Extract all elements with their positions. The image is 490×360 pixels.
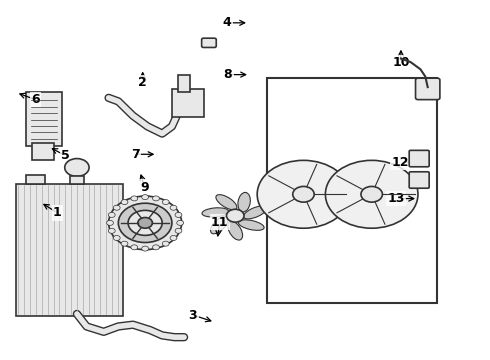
Circle shape — [152, 245, 159, 250]
FancyBboxPatch shape — [202, 38, 216, 48]
Circle shape — [107, 220, 114, 225]
FancyBboxPatch shape — [26, 93, 62, 146]
Ellipse shape — [216, 195, 237, 210]
Circle shape — [325, 160, 418, 228]
Circle shape — [128, 210, 162, 235]
Text: 2: 2 — [138, 76, 147, 89]
Circle shape — [142, 246, 148, 251]
Circle shape — [142, 195, 148, 200]
Ellipse shape — [244, 206, 267, 219]
Text: 3: 3 — [189, 309, 197, 321]
Circle shape — [257, 160, 350, 228]
Circle shape — [175, 228, 182, 233]
Circle shape — [65, 158, 89, 176]
Text: 6: 6 — [31, 93, 40, 106]
Ellipse shape — [228, 221, 243, 240]
Ellipse shape — [239, 220, 264, 230]
Circle shape — [108, 228, 115, 233]
Text: 8: 8 — [223, 68, 232, 81]
FancyBboxPatch shape — [178, 75, 191, 92]
Circle shape — [131, 196, 138, 201]
Text: 7: 7 — [131, 148, 140, 161]
Text: 12: 12 — [391, 156, 409, 168]
Circle shape — [177, 220, 184, 225]
Circle shape — [162, 199, 169, 204]
Circle shape — [118, 203, 172, 243]
Circle shape — [175, 212, 182, 217]
Circle shape — [108, 212, 115, 217]
Circle shape — [152, 196, 159, 201]
FancyBboxPatch shape — [416, 78, 440, 100]
Circle shape — [293, 186, 314, 202]
Circle shape — [138, 217, 152, 228]
Circle shape — [121, 199, 128, 204]
FancyBboxPatch shape — [172, 89, 203, 117]
Circle shape — [162, 241, 169, 246]
Text: 5: 5 — [61, 149, 70, 162]
FancyBboxPatch shape — [16, 184, 123, 316]
FancyBboxPatch shape — [26, 175, 45, 184]
FancyBboxPatch shape — [409, 172, 429, 188]
FancyBboxPatch shape — [409, 150, 429, 167]
Ellipse shape — [202, 208, 229, 217]
FancyBboxPatch shape — [31, 143, 54, 159]
Circle shape — [361, 186, 382, 202]
Ellipse shape — [211, 216, 228, 234]
Text: 13: 13 — [388, 192, 405, 205]
Circle shape — [131, 245, 138, 250]
FancyBboxPatch shape — [267, 78, 438, 303]
Circle shape — [113, 205, 120, 210]
Text: 11: 11 — [211, 216, 228, 229]
Circle shape — [113, 235, 120, 240]
Ellipse shape — [238, 192, 250, 212]
Circle shape — [109, 196, 182, 249]
Text: 9: 9 — [140, 181, 149, 194]
Text: 10: 10 — [392, 56, 410, 69]
Circle shape — [170, 235, 177, 240]
Circle shape — [226, 209, 244, 222]
Circle shape — [170, 205, 177, 210]
Circle shape — [121, 241, 128, 246]
FancyBboxPatch shape — [70, 176, 84, 184]
Text: 1: 1 — [53, 206, 62, 219]
Text: 4: 4 — [222, 16, 231, 29]
